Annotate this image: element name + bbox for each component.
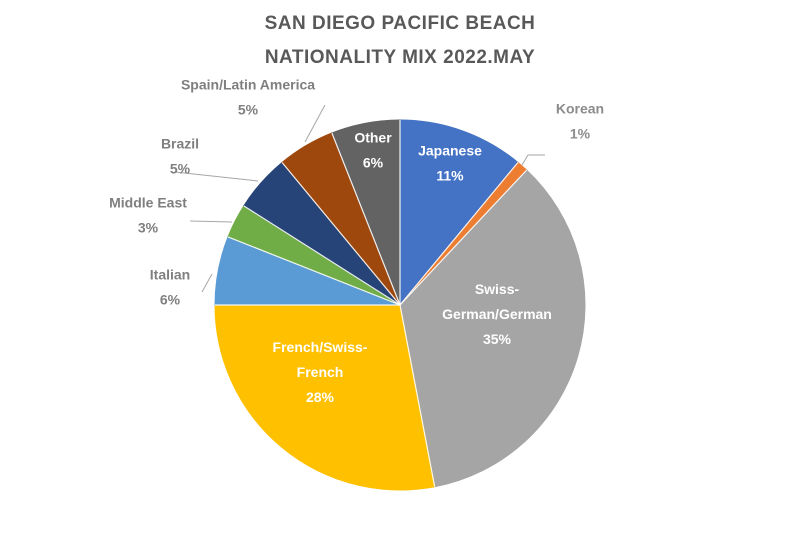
slice-separator: [281, 162, 401, 306]
data-label-swiss-german-german: Swiss-German/German 35%: [442, 281, 552, 347]
leader-line-brazil: [174, 171, 259, 182]
data-label-spain-latin-america: Spain/Latin America 5%: [181, 77, 315, 118]
pie-slice-japanese: [399, 119, 519, 307]
data-label-japanese: Japanese 11%: [418, 143, 482, 184]
leader-line-korean: [521, 154, 545, 166]
slice-separator: [399, 169, 528, 306]
leader-line-spain-latin-america: [304, 104, 326, 143]
data-label-middle-east: Middle East 3%: [109, 195, 187, 236]
chart-title-line-2: NATIONALITY MIX 2022.MAY: [264, 47, 536, 68]
slice-separator: [399, 304, 436, 487]
data-label-korean: Korean 1%: [556, 101, 604, 142]
pie-slice-french-swiss-french: [214, 304, 436, 491]
leader-line-middle-east: [189, 220, 233, 223]
data-label-french-swiss-french: French/Swiss-French 28%: [273, 339, 368, 405]
data-label-italian: Italian 6%: [150, 267, 190, 308]
pie-slice-swiss-german-german: [399, 169, 586, 488]
data-label-other: Other 6%: [354, 130, 392, 171]
leader-line-italian: [201, 273, 213, 293]
chart-title-line-1: SAN DIEGO PACIFIC BEACH: [264, 13, 536, 34]
slice-separator: [227, 236, 401, 306]
slice-separator: [399, 162, 519, 306]
slice-separator: [331, 132, 401, 306]
data-label-brazil: Brazil 5%: [161, 136, 199, 177]
slice-separator: [243, 205, 401, 306]
